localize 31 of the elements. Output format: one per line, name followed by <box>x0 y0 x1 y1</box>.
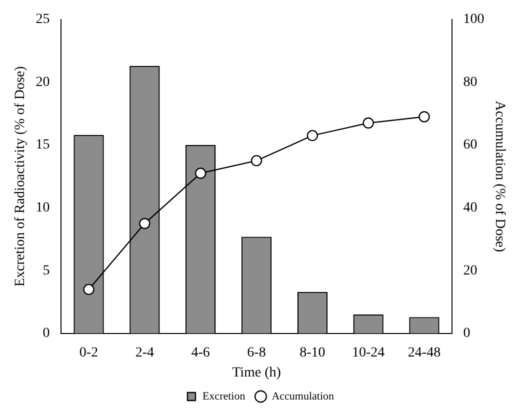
legend-label: Excretion <box>202 390 246 402</box>
y2-tick-label: 80 <box>463 74 478 90</box>
point <box>418 111 430 122</box>
y-tick-label: 25 <box>36 12 50 28</box>
y-tick-label: 0 <box>42 326 50 342</box>
x-tick-label: 4-6 <box>191 345 210 360</box>
y2-tick-label: 20 <box>463 263 478 278</box>
y-tick-label: 15 <box>36 138 50 153</box>
y2-tick-label: 0 <box>463 326 470 342</box>
x-axis-title: Time (h) <box>232 365 282 380</box>
point <box>83 284 94 296</box>
x-tick-label: 2-4 <box>135 345 154 360</box>
point <box>194 168 206 179</box>
y-axis-title: Excretion of Radioactivity (% of Dose) <box>13 66 28 287</box>
x-tick-label: 0-2 <box>79 345 98 360</box>
y2-axis-title: Accumulation (% of Dose) <box>492 100 507 252</box>
y2-tick-label: 40 <box>463 200 478 216</box>
point <box>139 218 150 230</box>
point <box>362 117 374 129</box>
x-tick-label: 8-10 <box>300 345 326 360</box>
x-tick-label: 24-48 <box>408 345 441 360</box>
point <box>306 130 318 142</box>
legend-label: Accumulation <box>272 390 335 402</box>
x-tick-label: 10-24 <box>352 345 385 360</box>
point <box>250 155 262 166</box>
y-tick-label: 20 <box>36 74 50 90</box>
y-tick-label: 5 <box>42 263 50 278</box>
x-tick-label: 6-8 <box>247 345 266 360</box>
y2-tick-label: 60 <box>463 138 478 153</box>
y-tick-label: 10 <box>36 200 50 216</box>
y2-tick-label: 100 <box>463 12 484 28</box>
